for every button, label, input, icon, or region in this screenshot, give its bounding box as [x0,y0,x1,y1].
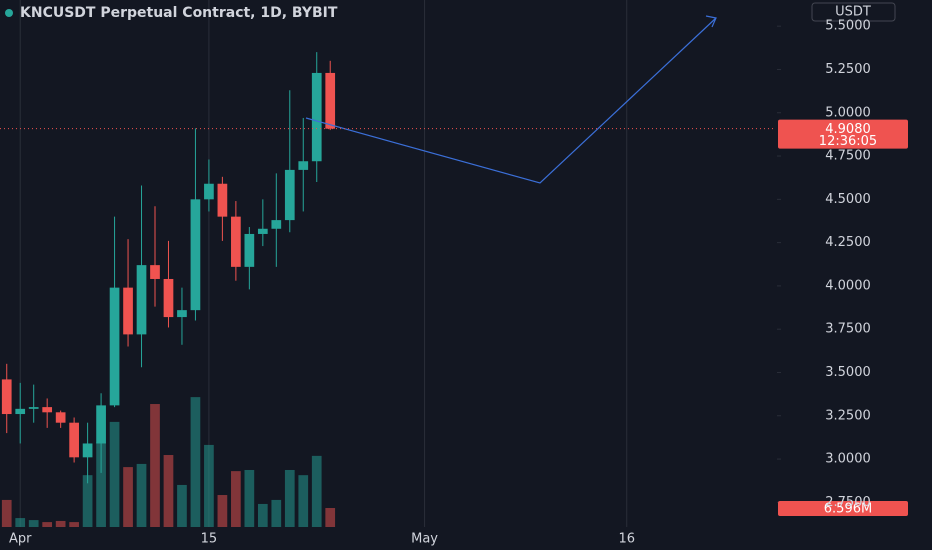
candle-body [42,407,53,413]
candle-body [190,199,201,311]
candle-body [123,287,133,335]
candle-body [298,161,309,170]
candle-body [284,169,295,221]
y-tick-label: 4.2500 [825,235,871,250]
y-tick-label: 3.5000 [825,365,871,380]
volume-bar [325,508,336,527]
volume-bar [55,520,66,527]
volume-pane [1,397,336,527]
x-tick-label: 15 [201,532,218,547]
volume-bar [42,522,53,527]
volume-bar [311,455,322,527]
y-tick-label: 3.0000 [825,452,871,467]
candle-body [28,407,39,409]
candle-body [82,443,93,458]
volume-label: 6.596M [824,502,872,517]
volume-bar [257,503,268,527]
countdown: 12:36:05 [819,134,877,149]
candle-body [271,220,282,229]
candle-body [217,183,228,217]
candle-body [311,72,322,162]
x-tick-label: Apr [9,532,32,547]
candle-body [244,233,255,267]
candle-body [163,278,174,318]
y-tick-label: 5.5000 [825,19,871,34]
volume-bar [204,444,214,527]
arrow-head [705,15,717,28]
volume-bar [136,463,147,527]
volume-bar [28,520,39,527]
candle-body [96,405,106,444]
candle-body [55,412,66,423]
volume-bar [96,442,106,527]
candle-body [325,72,336,129]
volume-bar [177,484,187,527]
candle-body [1,379,12,415]
x-tick-label: 16 [618,532,635,547]
volume-bar [284,469,295,527]
candle-body [15,408,26,415]
volume-bar [163,455,174,527]
volume-bar [231,471,241,527]
price-label: 4.9080 [825,122,871,137]
price-label-box [778,119,908,149]
y-tick-label: 4.5000 [825,192,871,207]
volume-bar [298,475,309,527]
y-tick-label: 2.7500 [825,495,871,510]
chart-title: KNCUSDT Perpetual Contract, 1D, BYBIT [20,5,338,21]
volume-bar [190,397,201,527]
volume-bar [217,495,228,527]
x-tick-label: May [411,532,438,547]
y-tick-label: 4.0000 [825,278,871,293]
volume-bar [1,499,12,527]
volume-bar [82,475,93,527]
volume-label-box [778,501,908,517]
candle-body [69,422,79,458]
candle-body [109,287,120,406]
volume-bar [109,421,120,527]
candle-body [136,265,147,335]
volume-bar [15,518,26,527]
candle-body [257,228,268,234]
volume-bar [150,404,160,527]
y-tick-label: 3.7500 [825,322,871,337]
volume-bar [244,469,255,527]
currency-box[interactable] [811,2,896,22]
status-dot [5,9,13,17]
currency[interactable]: USDT [835,5,871,20]
candle-body [204,183,214,200]
candle-body [177,310,187,318]
y-tick-label: 5.2500 [825,62,871,77]
y-tick-label: 4.7500 [825,149,871,164]
candle-body [231,216,241,267]
volume-bar [69,522,79,527]
trend-drawing [305,17,717,184]
candles [1,52,336,484]
candle-body [150,265,160,279]
volume-bar [271,499,282,527]
y-tick-label: 5.0000 [825,105,871,120]
y-tick-label: 3.2500 [825,408,871,423]
volume-bar [123,467,133,527]
